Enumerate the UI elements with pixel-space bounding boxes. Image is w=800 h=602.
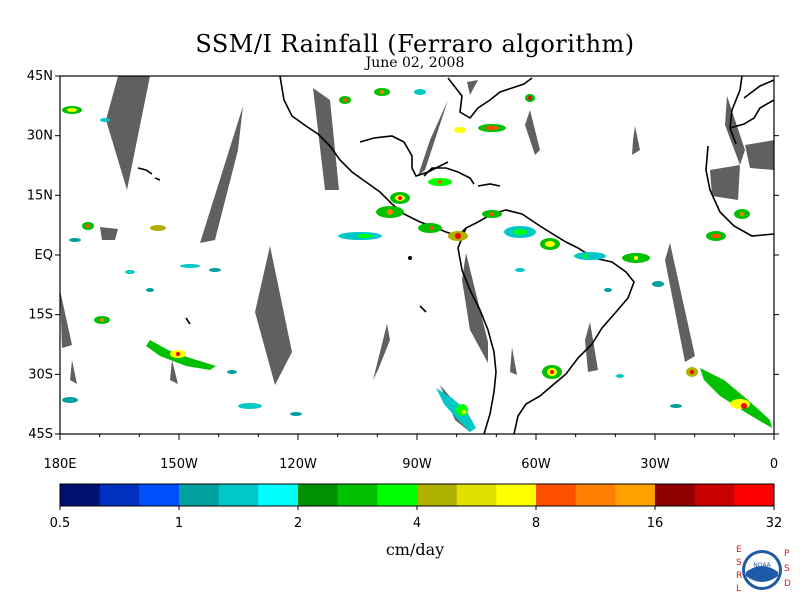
colorbar-tick-label: 4: [413, 516, 421, 531]
colorbar-swatch: [258, 484, 299, 506]
lat-label: 15N: [27, 188, 53, 203]
colorbar-tick-label: 16: [647, 516, 664, 531]
map-date: June 02, 2008: [365, 55, 465, 71]
colorbar-swatch: [694, 484, 735, 506]
no-data-swaths: [60, 76, 774, 432]
colorbar-swatch: [536, 484, 577, 506]
coastlines: [137, 76, 774, 434]
logo-right-letters: PSD: [784, 549, 791, 589]
colorbar-tick-label: 2: [294, 516, 302, 531]
colorbar-tick-label: 1: [175, 516, 183, 531]
logo-letter: S: [784, 564, 790, 574]
lat-label: EQ: [35, 248, 53, 263]
map-plot-area: [60, 76, 774, 434]
logo-letter: L: [736, 584, 741, 594]
logo-letter: D: [784, 579, 791, 589]
colorbar-swatch: [496, 484, 537, 506]
lon-label: 30W: [640, 457, 670, 472]
lon-label: 180E: [43, 457, 76, 472]
noaa-emblem-text: NOAA: [753, 562, 771, 569]
colorbar-swatch: [655, 484, 696, 506]
colorbar-tick-label: 0.5: [50, 516, 71, 531]
colorbar-swatch: [298, 484, 339, 506]
colorbar-swatch: [734, 484, 775, 506]
map-title: SSM/I Rainfall (Ferraro algorithm): [195, 30, 635, 58]
lat-label: 30S: [28, 367, 53, 382]
colorbar-units: cm/day: [385, 540, 445, 559]
rainfall-cells: [62, 88, 772, 432]
lon-label: 150W: [160, 457, 198, 472]
colorbar-swatch: [218, 484, 259, 506]
logo-letter: R: [736, 571, 742, 581]
lon-label: 0: [770, 457, 778, 472]
colorbar-tick-label: 8: [532, 516, 540, 531]
colorbar-tick-label: 32: [766, 516, 783, 531]
latitude-axis: 45N 30N 15N EQ 15S 30S 45S: [27, 69, 779, 442]
logo-letter: P: [784, 549, 790, 559]
lon-label: 90W: [402, 457, 432, 472]
logo-letter: E: [736, 545, 742, 555]
colorbar-swatch: [337, 484, 378, 506]
colorbar-swatch: [417, 484, 458, 506]
colorbar-swatch: [139, 484, 180, 506]
lat-label: 15S: [28, 308, 53, 323]
lon-label: 120W: [279, 457, 317, 472]
colorbar-swatch: [99, 484, 140, 506]
colorbar: 0.5 1 2 4 8 16 32: [50, 483, 783, 531]
lon-label: 60W: [521, 457, 551, 472]
lat-label: 30N: [27, 129, 53, 144]
colorbar-swatch: [575, 484, 616, 506]
lat-label: 45S: [28, 427, 53, 442]
colorbar-swatch: [456, 484, 497, 506]
colorbar-swatch: [60, 484, 101, 506]
lat-label: 45N: [27, 69, 53, 84]
colorbar-swatch: [377, 484, 418, 506]
colorbar-swatch: [179, 484, 220, 506]
logo-letter: S: [736, 558, 742, 568]
longitude-axis: 180E 150W 120W 90W 60W 30W 0: [43, 434, 778, 472]
colorbar-swatch: [615, 484, 656, 506]
